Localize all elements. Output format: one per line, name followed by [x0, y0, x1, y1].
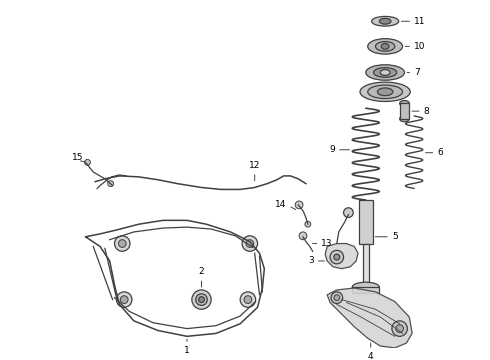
Text: 7: 7: [414, 68, 420, 77]
Ellipse shape: [379, 18, 391, 24]
Text: 15: 15: [72, 153, 84, 162]
Circle shape: [240, 292, 256, 307]
Circle shape: [330, 250, 343, 264]
Bar: [400, 103, 409, 119]
Ellipse shape: [360, 82, 410, 102]
Ellipse shape: [352, 282, 379, 292]
Polygon shape: [325, 244, 358, 269]
Text: 14: 14: [275, 201, 287, 210]
Text: 13: 13: [321, 239, 333, 248]
Text: 4: 4: [368, 352, 373, 360]
Text: 11: 11: [414, 17, 426, 26]
Ellipse shape: [371, 17, 399, 26]
Circle shape: [392, 321, 407, 336]
Ellipse shape: [400, 100, 409, 106]
Text: 12: 12: [249, 161, 260, 170]
Text: 2: 2: [199, 267, 204, 276]
Circle shape: [244, 296, 252, 303]
Text: 10: 10: [414, 42, 426, 51]
Bar: [359, 200, 372, 244]
Circle shape: [334, 295, 340, 301]
Circle shape: [343, 208, 353, 217]
Ellipse shape: [198, 297, 204, 302]
Ellipse shape: [192, 290, 211, 309]
Circle shape: [115, 236, 130, 251]
Circle shape: [242, 236, 258, 251]
Text: 3: 3: [308, 256, 314, 265]
Circle shape: [334, 254, 340, 260]
Circle shape: [331, 292, 343, 303]
Ellipse shape: [373, 68, 397, 77]
Polygon shape: [327, 288, 412, 348]
Text: 5: 5: [392, 232, 398, 241]
Text: 8: 8: [424, 107, 430, 116]
Text: 1: 1: [184, 346, 190, 355]
Ellipse shape: [366, 65, 404, 80]
Circle shape: [117, 292, 132, 307]
Bar: [363, 244, 368, 287]
Circle shape: [305, 221, 311, 227]
Circle shape: [85, 159, 90, 165]
Ellipse shape: [368, 39, 402, 54]
Ellipse shape: [380, 69, 390, 75]
Ellipse shape: [368, 85, 402, 99]
Circle shape: [119, 240, 126, 247]
Ellipse shape: [381, 44, 389, 49]
Circle shape: [299, 232, 307, 240]
Circle shape: [108, 181, 114, 186]
Text: 6: 6: [437, 148, 443, 157]
Ellipse shape: [375, 41, 395, 51]
Bar: [352, 287, 379, 293]
Circle shape: [295, 201, 303, 209]
Circle shape: [396, 325, 403, 332]
Text: 9: 9: [329, 145, 335, 154]
Ellipse shape: [196, 294, 207, 305]
Ellipse shape: [400, 116, 409, 122]
Circle shape: [246, 240, 254, 247]
Circle shape: [121, 296, 128, 303]
Ellipse shape: [377, 88, 393, 96]
